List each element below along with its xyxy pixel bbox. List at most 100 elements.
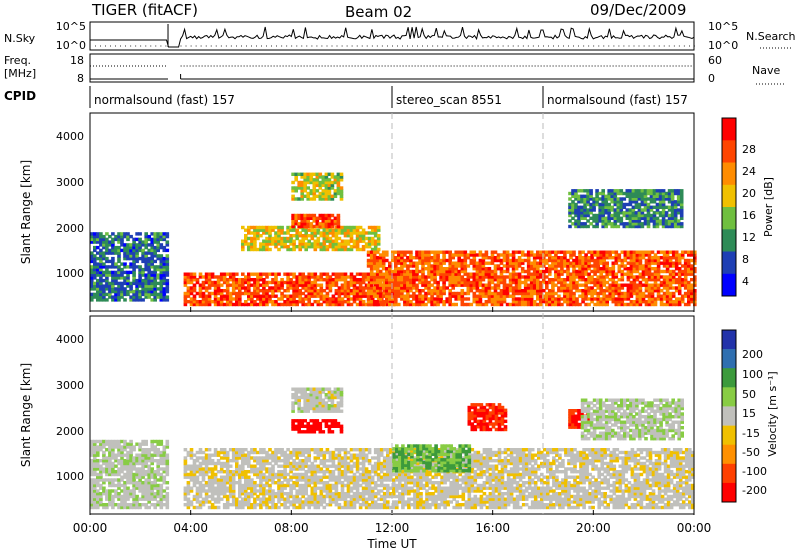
velocity-cell-1-785 [235, 472, 239, 477]
velocity-cell-1-587 [198, 500, 203, 504]
power-cell-0-193 [117, 245, 121, 250]
power-cell-5-2939 [602, 261, 606, 265]
power-cell-1-997 [340, 275, 345, 279]
power-cell-0-303 [135, 243, 139, 247]
velocity-cell-0-142 [111, 505, 115, 510]
power-cell-4-1625 [324, 194, 329, 198]
power-cell-6-3714 [646, 219, 651, 223]
velocity-cell-1-1073 [286, 492, 290, 496]
power-cell-2-1467 [376, 239, 381, 243]
power-cell-6-3438 [574, 222, 578, 226]
power-cell-1-556 [198, 286, 203, 290]
power-cell-5-3387 [690, 297, 694, 301]
power-cell-5-3010 [617, 289, 622, 293]
velocity-cell-1-842 [244, 478, 248, 482]
power-cell-2-1300 [304, 234, 308, 238]
power-cell-5-2625 [545, 291, 549, 296]
velocity-cell-1-727 [222, 450, 227, 455]
power-cell-0-254 [129, 287, 133, 291]
velocity-cell-0-403 [150, 489, 154, 493]
power-cell-1-964 [331, 294, 336, 298]
power-cell-5-2704 [560, 283, 564, 287]
power-cell-6-3483 [583, 189, 587, 193]
power-cell-2-1195 [259, 247, 263, 252]
power-cell-1-624 [219, 275, 224, 279]
velocity-cell-1-600 [198, 450, 203, 455]
power-cell-1-871 [301, 286, 305, 290]
power-cell-5-1881 [403, 275, 407, 279]
power-cell-5-1893 [406, 291, 410, 296]
power-cell-1-868 [301, 300, 305, 304]
power-cell-5-3162 [644, 253, 649, 257]
power-cell-6-3798 [667, 205, 672, 209]
power-cell-6-3824 [673, 208, 678, 212]
power-cell-5-3234 [659, 294, 664, 298]
power-cell-5-2709 [560, 267, 564, 271]
power-cell-0-475 [162, 273, 167, 277]
power-cell-5-1686 [366, 253, 371, 257]
power-cell-0-131 [108, 265, 112, 269]
velocity-cell-1-638 [207, 483, 212, 488]
velocity-cell-0-133 [108, 461, 112, 466]
power-cell-5-2145 [451, 261, 455, 265]
power-cbar-swatch-7 [722, 273, 736, 297]
velocity-cell-0-360 [144, 497, 148, 501]
power-cell-5-1780 [385, 280, 389, 285]
velocity-cell-0-423 [153, 492, 157, 496]
velocity-cell-1-897 [253, 459, 257, 463]
power-cell-0-281 [132, 254, 136, 258]
power-cell-4-1634 [327, 197, 332, 201]
power-cell-1-960 [328, 275, 333, 279]
power-cell-1-749 [262, 300, 266, 304]
power-cell-5-3333 [677, 278, 682, 282]
velocity-cell-0-215 [120, 448, 124, 452]
velocity-cell-0-272 [129, 461, 133, 466]
power-cell-3-1513 [318, 222, 323, 226]
velocity-cell-1-939 [262, 489, 266, 493]
power-cell-5-2903 [596, 261, 600, 265]
velocity-cell-0-160 [111, 445, 115, 449]
power-cell-6-3728 [649, 205, 654, 209]
power-cell-0-350 [144, 273, 148, 277]
power-cell-5-2729 [563, 253, 567, 257]
velocity-cell-1-678 [213, 461, 218, 466]
power-cell-1-739 [259, 302, 263, 307]
power-cell-6-3750 [655, 211, 660, 215]
power-cell-0-187 [117, 265, 121, 269]
power-cell-1-1071 [364, 286, 369, 290]
power-cell-5-2590 [539, 297, 543, 301]
velocity-cell-0-213 [120, 453, 124, 457]
power-cell-5-1924 [412, 302, 416, 307]
power-cell-6-3577 [610, 200, 614, 204]
power-cell-0-442 [156, 237, 160, 242]
power-cell-5-2131 [448, 253, 452, 257]
power-cell-3-1480 [294, 213, 298, 218]
power-cell-6-3738 [652, 213, 657, 218]
power-cell-5-2178 [460, 302, 465, 307]
power-cell-5-3122 [638, 286, 643, 290]
power-cell-5-1956 [418, 300, 422, 304]
velocity-cell-1-542 [189, 500, 194, 504]
power-cell-5-2039 [433, 291, 437, 296]
power-cell-2-1318 [313, 242, 318, 246]
velocity-cell-1-569 [195, 505, 200, 510]
power-cell-0-190 [117, 254, 121, 258]
power-cell-5-3186 [650, 294, 655, 298]
power-cell-5-2614 [542, 269, 546, 274]
velocity-cell-1-630 [204, 456, 209, 460]
velocity-cell-0-121 [108, 500, 112, 504]
power-cell-1-833 [289, 280, 293, 285]
power-cell-2-1212 [265, 236, 269, 241]
power-cell-0-301 [135, 248, 139, 253]
velocity-cell-0-323 [138, 483, 142, 488]
power-cell-1-837 [292, 300, 296, 304]
power-cell-5-3253 [662, 264, 667, 268]
power-cell-5-3375 [687, 286, 691, 290]
power-cell-1-900 [310, 291, 315, 296]
power-cell-2-1280 [295, 231, 299, 235]
power-cell-5-2904 [596, 258, 600, 263]
power-cell-5-3228 [656, 258, 661, 263]
power-cell-5-2060 [436, 286, 440, 290]
power-cell-5-3164 [647, 302, 652, 307]
power-cell-5-2378 [496, 253, 501, 257]
